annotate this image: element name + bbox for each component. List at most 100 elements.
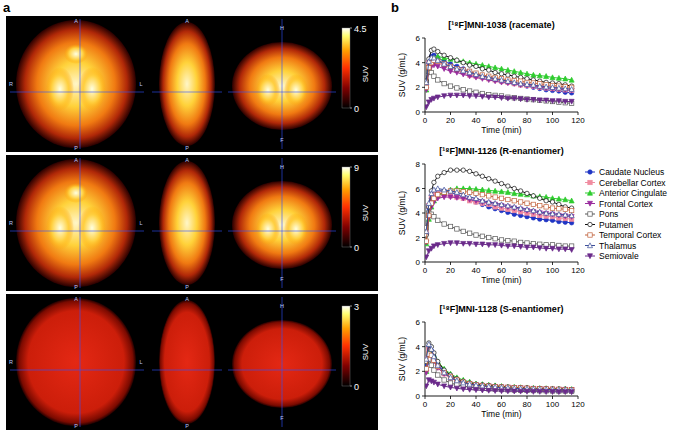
data-point bbox=[557, 207, 561, 211]
data-point bbox=[493, 201, 498, 206]
y-axis-label: SUV (g/mL) bbox=[397, 337, 407, 382]
x-tick-label: 0 bbox=[423, 116, 428, 125]
orientation-label: L bbox=[139, 220, 142, 226]
data-point bbox=[531, 245, 536, 250]
data-point bbox=[442, 195, 447, 200]
data-point bbox=[486, 95, 491, 100]
data-point bbox=[442, 370, 447, 375]
data-point bbox=[431, 96, 436, 101]
x-tick bbox=[527, 262, 528, 265]
data-point bbox=[480, 242, 485, 247]
data-point bbox=[486, 199, 491, 204]
chart-title: [¹⁸F]MNI-1126 (R-enantiomer) bbox=[439, 146, 563, 156]
data-point bbox=[493, 195, 497, 199]
data-point bbox=[493, 179, 497, 183]
data-point bbox=[435, 243, 440, 248]
data-point bbox=[493, 188, 498, 193]
coronal-structure bbox=[284, 213, 308, 245]
data-point bbox=[448, 385, 453, 390]
data-point bbox=[524, 207, 529, 212]
data-point bbox=[473, 186, 478, 191]
data-point bbox=[480, 192, 484, 196]
axial-structure bbox=[64, 44, 88, 64]
data-point bbox=[569, 87, 574, 92]
data-point bbox=[512, 191, 517, 196]
orientation-label: P bbox=[74, 284, 78, 290]
data-point bbox=[518, 200, 522, 204]
data-point bbox=[486, 75, 491, 80]
data-point bbox=[556, 212, 561, 217]
data-point bbox=[455, 58, 459, 62]
data-point bbox=[569, 198, 574, 203]
data-point bbox=[518, 81, 523, 86]
x-tick bbox=[476, 112, 477, 115]
data-point bbox=[480, 383, 485, 388]
data-point bbox=[493, 384, 497, 388]
x-tick-label: 40 bbox=[472, 266, 481, 275]
orientation-label: L bbox=[139, 359, 142, 365]
data-point bbox=[499, 72, 503, 76]
data-point bbox=[505, 244, 510, 249]
legend-marker bbox=[588, 170, 592, 174]
data-point bbox=[436, 174, 440, 178]
data-point bbox=[467, 194, 472, 199]
data-point bbox=[461, 387, 466, 392]
series-line bbox=[426, 191, 571, 241]
data-point bbox=[550, 75, 555, 80]
data-point bbox=[467, 387, 472, 392]
data-point bbox=[505, 79, 510, 84]
x-tick bbox=[476, 396, 477, 399]
y-tick-label: 4 bbox=[416, 209, 421, 218]
data-point bbox=[524, 192, 529, 197]
image-background bbox=[6, 155, 378, 291]
crosshair bbox=[282, 19, 283, 149]
coronal-structure bbox=[284, 74, 308, 106]
figure-svg: aAPRLAPHF04.5SUVAPRLAPHF09SUVAPRLAPHF03S… bbox=[0, 0, 685, 433]
legend-marker bbox=[588, 233, 592, 237]
data-point bbox=[436, 192, 440, 196]
data-point bbox=[563, 207, 567, 211]
x-axis-label: Time (min) bbox=[481, 125, 521, 135]
data-point bbox=[442, 94, 447, 99]
data-point bbox=[544, 74, 549, 79]
data-point bbox=[544, 210, 549, 215]
crosshair bbox=[10, 370, 144, 371]
data-point bbox=[448, 64, 452, 68]
data-point bbox=[467, 381, 471, 385]
x-tick bbox=[425, 112, 426, 115]
figure: aAPRLAPHF04.5SUVAPRLAPHF09SUVAPRLAPHF03S… bbox=[0, 0, 685, 433]
y-tick bbox=[422, 396, 425, 397]
data-point bbox=[425, 255, 429, 260]
crosshair bbox=[80, 158, 81, 288]
data-point bbox=[448, 64, 453, 69]
data-point bbox=[537, 98, 542, 103]
orientation-label: P bbox=[185, 284, 189, 290]
x-tick-label: 40 bbox=[472, 400, 481, 409]
x-tick-label: 80 bbox=[523, 116, 532, 125]
data-point bbox=[473, 72, 478, 77]
legend-label: Anterior Cingulate bbox=[599, 188, 667, 198]
data-point bbox=[435, 58, 440, 63]
colorbar bbox=[342, 167, 350, 247]
y-tick bbox=[422, 112, 425, 113]
data-point bbox=[550, 211, 555, 216]
data-point bbox=[426, 342, 431, 347]
axial-structure bbox=[46, 206, 74, 250]
data-point bbox=[537, 73, 542, 78]
data-point bbox=[454, 195, 459, 200]
y-tick bbox=[422, 262, 425, 263]
data-point bbox=[537, 209, 542, 214]
orientation-label: A bbox=[74, 296, 78, 302]
data-point bbox=[499, 389, 504, 394]
y-tick-label: 8 bbox=[416, 160, 421, 169]
data-point bbox=[474, 383, 478, 387]
data-point bbox=[487, 384, 491, 388]
data-point bbox=[454, 93, 459, 98]
data-point bbox=[448, 375, 453, 380]
data-point bbox=[524, 389, 529, 394]
data-point bbox=[499, 243, 504, 248]
y-tick bbox=[422, 164, 425, 165]
data-point bbox=[461, 192, 466, 197]
orientation-label: A bbox=[185, 18, 189, 24]
data-point bbox=[425, 105, 429, 110]
